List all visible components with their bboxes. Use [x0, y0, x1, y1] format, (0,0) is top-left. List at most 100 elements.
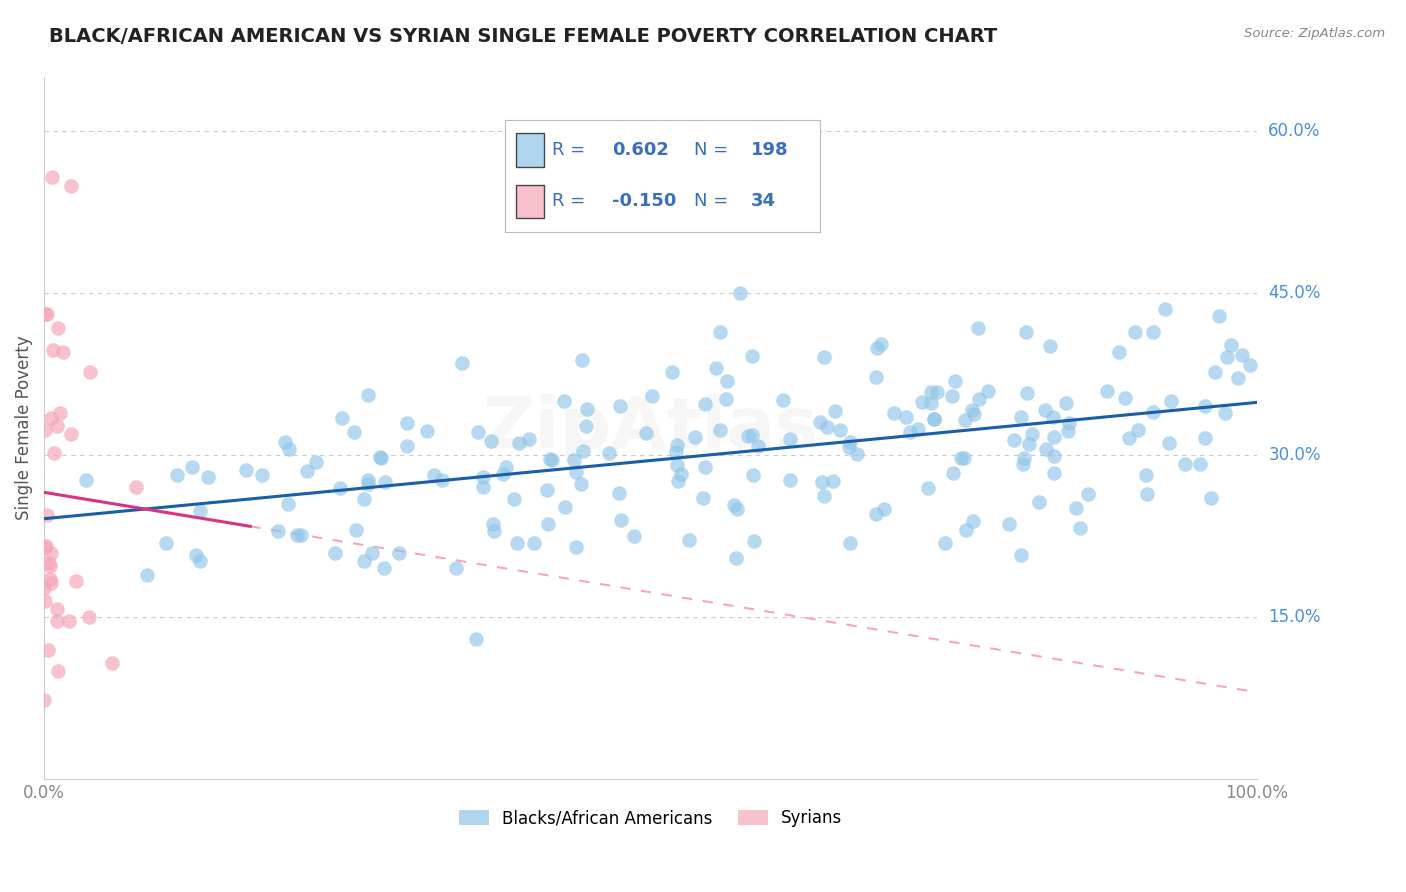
- Point: [274, 434, 297, 449]
- Point: [39, 572, 62, 586]
- Point: [572, 444, 595, 458]
- Point: [922, 412, 945, 426]
- Text: ZipAtlas: ZipAtlas: [482, 393, 818, 463]
- Point: [1194, 399, 1216, 413]
- Point: [1118, 431, 1140, 445]
- Point: [508, 436, 530, 450]
- Point: [330, 410, 353, 425]
- Point: [49, 405, 72, 419]
- Point: [565, 540, 588, 554]
- Point: [1095, 384, 1118, 399]
- Point: [898, 425, 921, 439]
- Point: [742, 467, 765, 482]
- Point: [451, 356, 474, 370]
- Point: [716, 375, 738, 389]
- Point: [1028, 495, 1050, 509]
- Point: [77, 610, 100, 624]
- Point: [692, 491, 714, 506]
- Point: [467, 425, 489, 439]
- Point: [1199, 491, 1222, 505]
- Point: [772, 393, 794, 408]
- Point: [1042, 467, 1064, 481]
- Point: [343, 425, 366, 439]
- Point: [920, 385, 942, 400]
- Point: [34, 307, 56, 321]
- Point: [166, 467, 188, 482]
- Point: [661, 365, 683, 379]
- Point: [1021, 426, 1043, 441]
- Point: [267, 524, 290, 539]
- Point: [824, 403, 846, 417]
- Point: [1126, 423, 1149, 437]
- Point: [811, 475, 834, 489]
- Point: [741, 349, 763, 363]
- Point: [934, 535, 956, 549]
- Point: [344, 523, 367, 537]
- Point: [671, 467, 693, 481]
- Point: [1002, 434, 1025, 448]
- Point: [374, 475, 396, 490]
- Point: [678, 533, 700, 547]
- Point: [361, 546, 384, 560]
- Point: [1043, 429, 1066, 443]
- Point: [609, 399, 631, 413]
- Point: [373, 561, 395, 575]
- Point: [1057, 416, 1080, 430]
- Point: [553, 394, 575, 409]
- Point: [537, 516, 560, 531]
- Point: [482, 516, 505, 531]
- Point: [353, 554, 375, 568]
- Point: [1135, 467, 1157, 482]
- Point: [1012, 451, 1035, 466]
- Point: [1108, 345, 1130, 359]
- Point: [357, 477, 380, 491]
- Point: [1010, 410, 1032, 425]
- Point: [728, 285, 751, 300]
- Text: Source: ZipAtlas.com: Source: ZipAtlas.com: [1244, 27, 1385, 40]
- Point: [356, 388, 378, 402]
- Point: [290, 527, 312, 541]
- Point: [911, 394, 934, 409]
- Point: [1015, 325, 1038, 339]
- Point: [39, 411, 62, 425]
- Point: [1216, 350, 1239, 364]
- Point: [41, 169, 63, 184]
- Point: [297, 464, 319, 478]
- Point: [962, 514, 984, 528]
- Point: [1114, 391, 1136, 405]
- Y-axis label: Single Female Poverty: Single Female Poverty: [15, 336, 32, 521]
- Point: [865, 369, 887, 384]
- Point: [917, 481, 939, 495]
- Point: [1015, 386, 1038, 401]
- Point: [943, 374, 966, 388]
- Point: [34, 593, 56, 607]
- Point: [865, 507, 887, 521]
- Point: [953, 413, 976, 427]
- Point: [444, 560, 467, 574]
- Point: [1054, 395, 1077, 409]
- Point: [39, 576, 62, 591]
- Point: [35, 539, 58, 553]
- Point: [415, 424, 437, 438]
- Point: [1077, 486, 1099, 500]
- Point: [58, 614, 80, 628]
- Point: [1043, 449, 1066, 463]
- Point: [396, 439, 419, 453]
- Point: [623, 529, 645, 543]
- Point: [737, 428, 759, 442]
- Point: [197, 470, 219, 484]
- Point: [538, 452, 561, 467]
- Point: [1123, 325, 1146, 339]
- Point: [34, 423, 56, 437]
- Text: 45.0%: 45.0%: [1268, 285, 1320, 302]
- Point: [779, 473, 801, 487]
- Point: [598, 446, 620, 460]
- Point: [250, 468, 273, 483]
- Point: [34, 541, 56, 555]
- Point: [46, 602, 69, 616]
- Point: [709, 326, 731, 340]
- Point: [610, 513, 633, 527]
- Point: [472, 480, 495, 494]
- Point: [101, 657, 124, 671]
- Point: [866, 341, 889, 355]
